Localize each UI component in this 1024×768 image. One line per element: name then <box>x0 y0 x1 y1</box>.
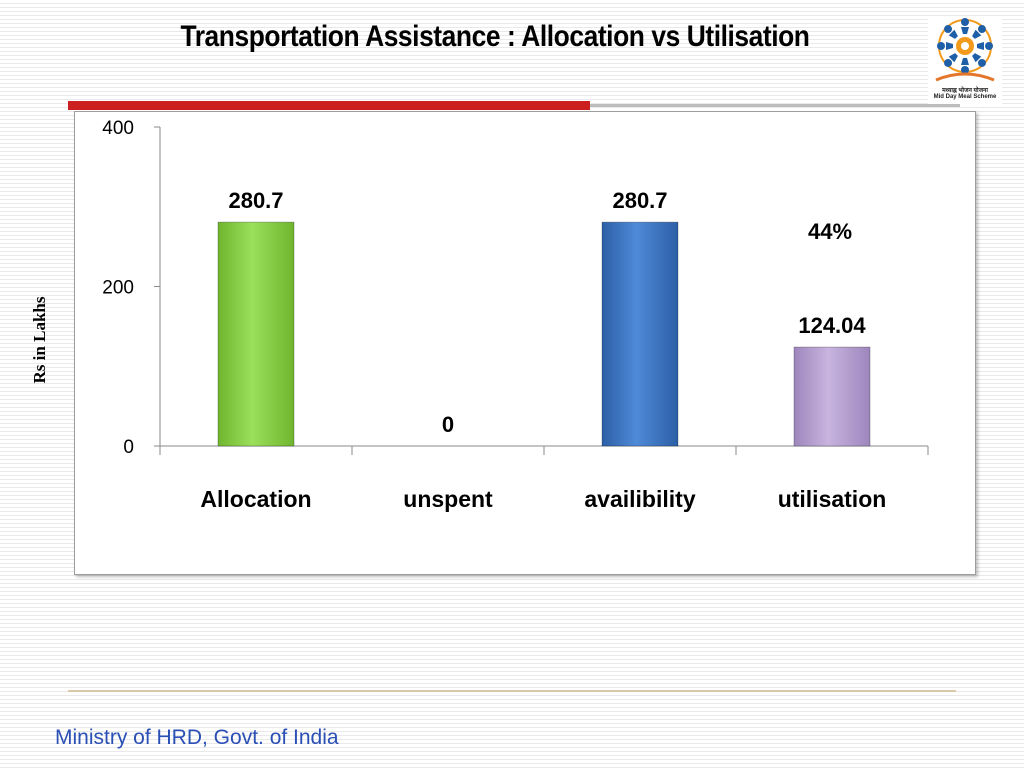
x-tick-label-utilisation: utilisation <box>778 486 887 512</box>
bar-utilisation <box>793 346 871 447</box>
y-tick-label: 200 <box>102 278 134 299</box>
mid-day-meal-logo: मध्याह्न भोजन योजना Mid Day Meal Scheme <box>928 16 1002 104</box>
title-rule <box>590 104 960 107</box>
mid-day-meal-logo-icon <box>935 18 995 82</box>
annotation-utilisation-percent: 44% <box>808 219 852 244</box>
logo-caption-hindi: मध्याह्न भोजन योजना <box>942 88 988 94</box>
x-tick-label-unspent: unspent <box>403 486 493 512</box>
slide-title: Transportation Assistance : Allocation v… <box>180 20 810 53</box>
footer-text: Ministry of HRD, Govt. of India <box>55 726 339 749</box>
data-label-availibility: 280.7 <box>612 188 667 213</box>
x-tick-label-allocation: Allocation <box>200 486 311 512</box>
data-label-allocation: 280.7 <box>228 188 283 213</box>
bar-allocation <box>217 221 295 447</box>
data-label-utilisation: 124.04 <box>798 313 866 338</box>
footer-rule <box>68 690 956 692</box>
logo-caption-english: Mid Day Meal Scheme <box>933 94 997 100</box>
x-tick-label-availibility: availibility <box>584 486 695 512</box>
title-rule-accent <box>68 101 590 110</box>
y-tick-label: 0 <box>123 437 134 458</box>
bar-availibility <box>601 221 679 447</box>
data-label-unspent: 0 <box>442 412 454 437</box>
y-tick-label: 400 <box>102 118 134 139</box>
